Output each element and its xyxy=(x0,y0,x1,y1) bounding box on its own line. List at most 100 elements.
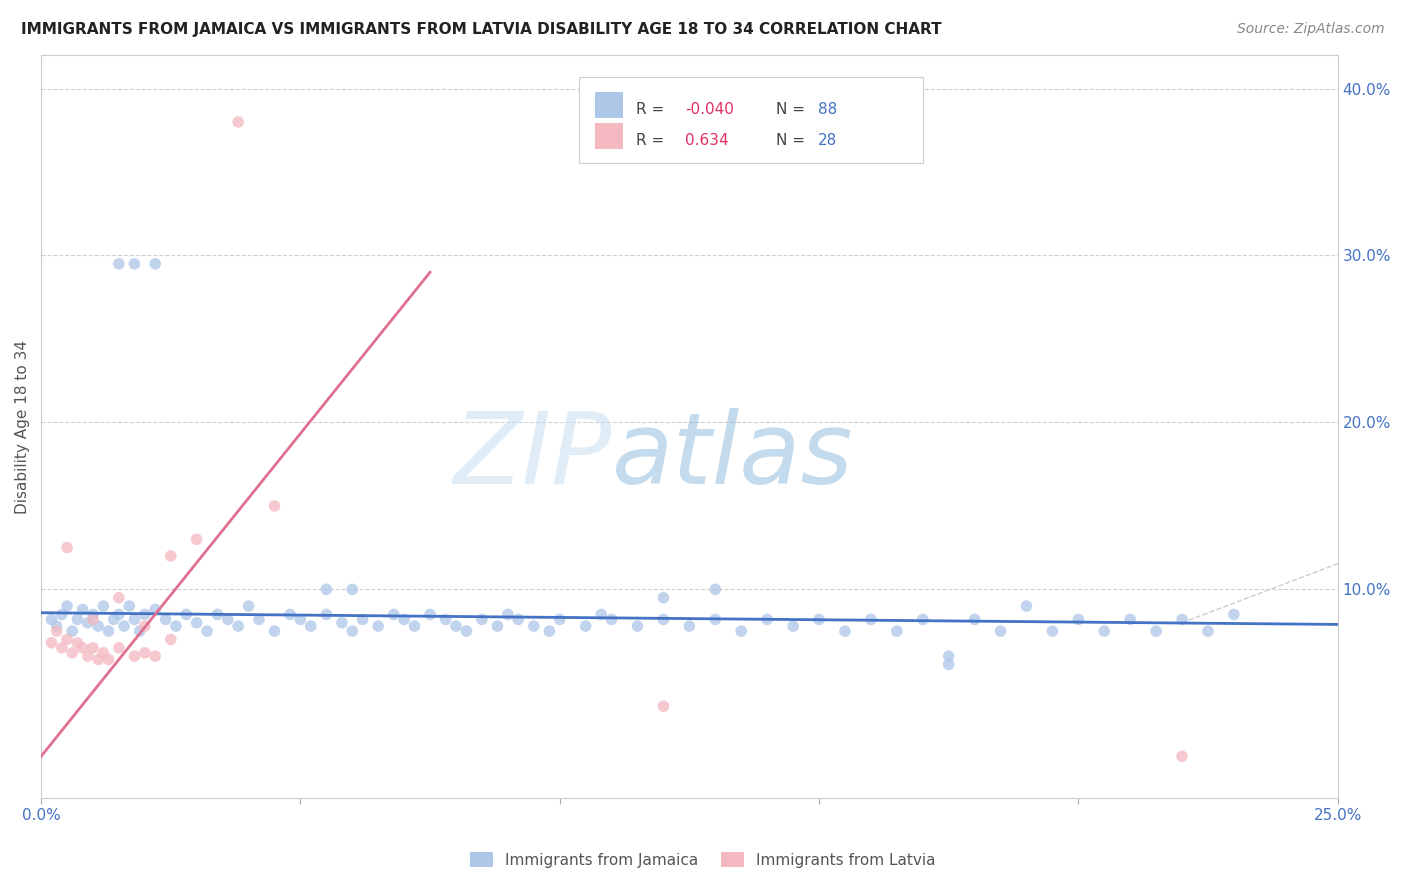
Point xyxy=(834,624,856,639)
Point xyxy=(1092,624,1115,639)
Point xyxy=(1223,607,1246,622)
Point xyxy=(678,619,700,633)
FancyBboxPatch shape xyxy=(595,123,623,150)
Point xyxy=(591,607,613,622)
Point xyxy=(938,649,960,664)
Point xyxy=(704,612,727,626)
Text: -0.040: -0.040 xyxy=(686,102,734,117)
Point xyxy=(72,602,94,616)
Point xyxy=(704,582,727,597)
Point xyxy=(97,624,120,639)
Point xyxy=(76,615,98,630)
Point xyxy=(124,257,146,271)
Point xyxy=(626,619,648,633)
Point xyxy=(82,640,104,655)
Text: 0.634: 0.634 xyxy=(686,133,730,148)
Point xyxy=(1144,624,1167,639)
Point xyxy=(652,699,675,714)
Point xyxy=(1171,612,1194,626)
Point xyxy=(143,602,166,616)
Point xyxy=(155,612,177,626)
Point xyxy=(226,619,249,633)
Point xyxy=(1171,749,1194,764)
FancyBboxPatch shape xyxy=(579,78,922,163)
Point xyxy=(143,649,166,664)
Point xyxy=(538,624,561,639)
Text: R =: R = xyxy=(637,102,669,117)
Point xyxy=(444,619,467,633)
Point xyxy=(352,612,374,626)
Point xyxy=(108,607,131,622)
Text: IMMIGRANTS FROM JAMAICA VS IMMIGRANTS FROM LATVIA DISABILITY AGE 18 TO 34 CORREL: IMMIGRANTS FROM JAMAICA VS IMMIGRANTS FR… xyxy=(21,22,942,37)
Point xyxy=(217,612,239,626)
Point xyxy=(548,612,571,626)
Point xyxy=(575,619,598,633)
Text: N =: N = xyxy=(776,102,810,117)
Point xyxy=(82,612,104,626)
Point xyxy=(45,619,67,633)
Point xyxy=(103,612,125,626)
Point xyxy=(195,624,218,639)
Text: 28: 28 xyxy=(818,133,837,148)
Point xyxy=(342,582,364,597)
Point xyxy=(238,599,260,613)
Point xyxy=(108,257,131,271)
Point xyxy=(76,649,98,664)
Point xyxy=(87,652,110,666)
Point xyxy=(66,636,89,650)
Point xyxy=(315,607,337,622)
Point xyxy=(41,612,63,626)
Point xyxy=(263,499,285,513)
Point xyxy=(72,640,94,655)
Point xyxy=(134,646,156,660)
Point xyxy=(315,582,337,597)
Point xyxy=(278,607,301,622)
Point xyxy=(299,619,322,633)
Point xyxy=(342,624,364,639)
Point xyxy=(392,612,415,626)
Point xyxy=(367,619,389,633)
Point xyxy=(859,612,882,626)
Point xyxy=(404,619,426,633)
Point xyxy=(808,612,831,626)
Point xyxy=(134,619,156,633)
Point xyxy=(165,619,187,633)
Point xyxy=(382,607,405,622)
Point xyxy=(118,599,141,613)
Point xyxy=(938,657,960,672)
Point xyxy=(51,640,73,655)
Point xyxy=(56,632,79,647)
Point xyxy=(134,607,156,622)
Point xyxy=(51,607,73,622)
Point xyxy=(1042,624,1064,639)
Point xyxy=(186,615,208,630)
Point xyxy=(756,612,779,626)
Point xyxy=(508,612,530,626)
Point xyxy=(290,612,312,626)
Point xyxy=(652,612,675,626)
Text: ZIP: ZIP xyxy=(453,408,612,505)
Point xyxy=(263,624,285,639)
Point xyxy=(486,619,509,633)
Point xyxy=(60,624,83,639)
Text: R =: R = xyxy=(637,133,675,148)
Point xyxy=(108,640,131,655)
Point xyxy=(523,619,546,633)
Point xyxy=(93,646,115,660)
Point xyxy=(1067,612,1090,626)
Point xyxy=(60,646,83,660)
Point xyxy=(782,619,804,633)
Point xyxy=(97,652,120,666)
Point xyxy=(226,115,249,129)
Point xyxy=(128,624,150,639)
Point xyxy=(730,624,752,639)
Point xyxy=(87,619,110,633)
Point xyxy=(45,624,67,639)
Point xyxy=(419,607,441,622)
Text: Source: ZipAtlas.com: Source: ZipAtlas.com xyxy=(1237,22,1385,37)
Y-axis label: Disability Age 18 to 34: Disability Age 18 to 34 xyxy=(15,340,30,514)
Point xyxy=(176,607,198,622)
Text: 88: 88 xyxy=(818,102,837,117)
Point xyxy=(247,612,270,626)
Point xyxy=(456,624,478,639)
